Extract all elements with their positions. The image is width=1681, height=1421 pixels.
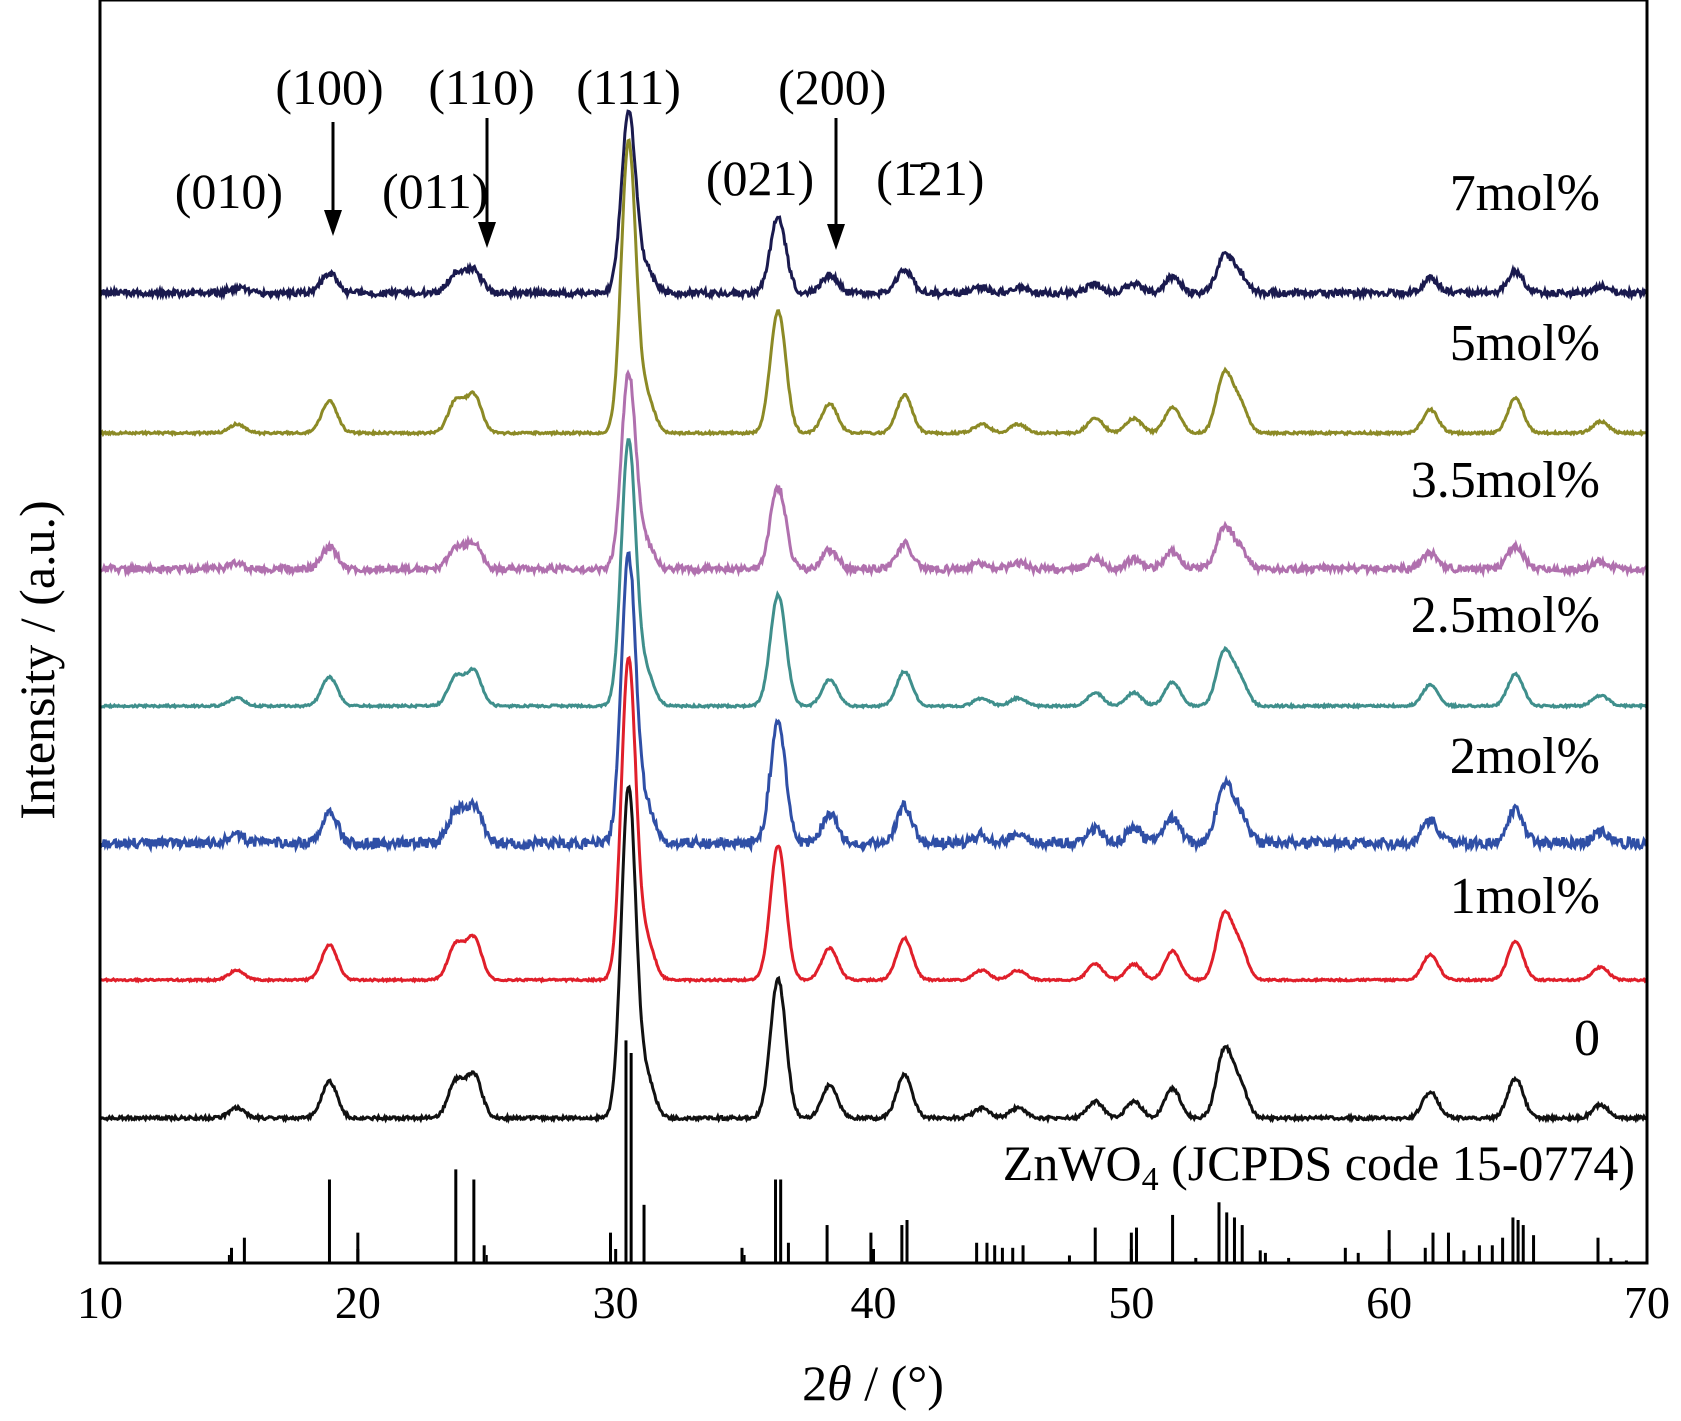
x-axis-title-unit: / (°) [852, 1355, 944, 1411]
peak-annotations: (010) (100) (011) (110) (111) (021) (200) (1̄21… [175, 59, 984, 250]
hkl-label-7: (1̄21) [876, 150, 984, 206]
series-label-4: 2mol% [1450, 728, 1600, 785]
reference-label-subscript: 4 [1142, 1161, 1159, 1198]
hkl-arrow-head-3 [478, 222, 496, 248]
y-axis-title: Intensity / (a.u.) [9, 500, 65, 819]
x-tick-label-6: 70 [1624, 1277, 1670, 1328]
x-axis-title: 2θ / (°) [802, 1355, 944, 1411]
series-label-1: 5mol% [1450, 315, 1600, 372]
hkl-arrow-head-6 [827, 224, 845, 250]
x-tick-label-5: 60 [1366, 1277, 1412, 1328]
hkl-label-4: (111) [576, 59, 681, 115]
x-tick-label-0: 10 [77, 1277, 123, 1328]
reference-pattern [229, 1040, 1628, 1263]
series-label-5: 1mol% [1450, 868, 1600, 925]
x-axis-title-prefix: 2 [802, 1355, 827, 1411]
hkl-label-1: (100) [275, 59, 383, 115]
x-axis-title-theta: θ [827, 1355, 852, 1411]
series-line-2 [99, 369, 1649, 579]
x-axis: 10 20 30 40 50 60 70 [77, 1249, 1670, 1328]
hkl-label-5: (021) [706, 150, 814, 206]
series-label-6: 0 [1574, 1010, 1600, 1067]
series-line-6 [99, 784, 1649, 1124]
series-label-0: 7mol% [1450, 165, 1600, 222]
series-line-1 [99, 138, 1649, 438]
reference-label-main: ZnWO [1003, 1135, 1142, 1191]
series-line-3 [99, 438, 1649, 711]
hkl-label-2: (011) [382, 163, 488, 219]
reference-label: ZnWO4 (JCPDS code 15-0774) [1003, 1135, 1635, 1198]
series-line-0 [98, 109, 1649, 302]
series-label-3: 2.5mol% [1411, 587, 1600, 644]
hkl-arrow-head-1 [324, 210, 342, 236]
reference-label-rest: (JCPDS code 15-0774) [1159, 1135, 1635, 1191]
x-tick-label-4: 50 [1108, 1277, 1154, 1328]
series-line-4 [98, 551, 1649, 854]
series-line-5 [98, 655, 1649, 984]
x-tick-label-3: 40 [851, 1277, 897, 1328]
x-tick-label-2: 30 [593, 1277, 639, 1328]
series-label-2: 3.5mol% [1411, 452, 1600, 509]
series-layer: 7mol% 5mol% 3.5mol% 2.5mol% 2mol% 1mol% 0 [98, 109, 1649, 1124]
hkl-label-6: (200) [778, 59, 886, 115]
x-tick-label-1: 20 [335, 1277, 381, 1328]
hkl-label-3: (110) [428, 59, 534, 115]
hkl-label-0: (010) [175, 163, 283, 219]
